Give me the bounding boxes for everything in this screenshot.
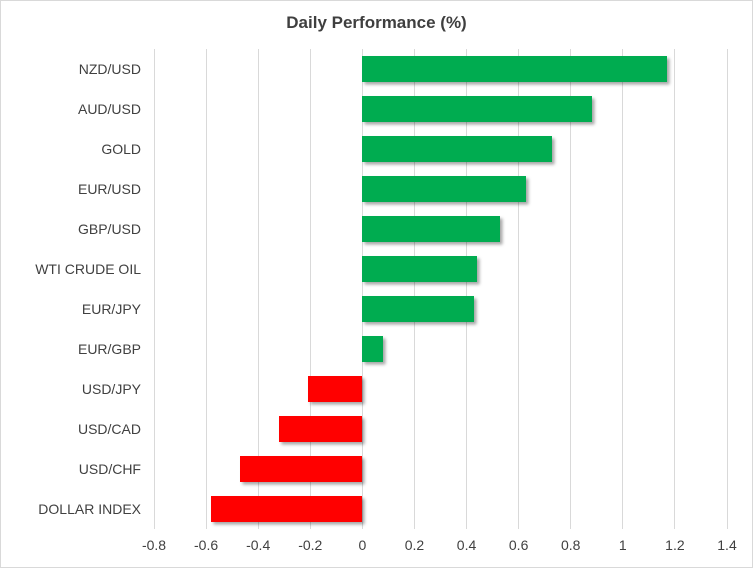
gridline <box>309 49 311 529</box>
x-tick-label: 0.6 <box>508 537 529 553</box>
bar-wti-crude-oil <box>362 256 477 282</box>
category-label: EUR/JPY <box>81 301 141 317</box>
bar-eur-usd <box>362 176 527 202</box>
x-tick-label: 1.2 <box>665 537 685 553</box>
gridline <box>622 49 624 529</box>
bar-gold <box>362 136 553 162</box>
gridline <box>257 49 259 529</box>
gridline <box>518 49 520 529</box>
gridline <box>570 49 572 529</box>
category-label: NZD/USD <box>78 61 141 77</box>
bar-usd-cad <box>279 416 363 442</box>
gridline <box>153 49 155 529</box>
gridline <box>413 49 415 529</box>
bar-usd-jpy <box>307 376 363 402</box>
bar-dollar-index <box>211 496 363 522</box>
category-label: USD/CAD <box>77 421 141 437</box>
x-tick-label: 0.2 <box>404 537 425 553</box>
bar-eur-gbp <box>362 336 384 362</box>
bar-eur-jpy <box>362 296 475 322</box>
bar-usd-chf <box>239 456 363 482</box>
category-label: EUR/GBP <box>77 341 141 357</box>
category-label: AUD/USD <box>77 101 141 117</box>
category-label: WTI CRUDE OIL <box>35 261 141 277</box>
gridline <box>726 49 728 529</box>
plot-area <box>153 49 728 529</box>
x-tick-label: -0.8 <box>141 537 167 553</box>
x-tick-label: -0.6 <box>194 537 219 553</box>
bar-nzd-usd <box>362 56 668 82</box>
bar-gbp-usd <box>362 216 501 242</box>
category-label: USD/JPY <box>81 381 141 397</box>
category-label: GBP/USD <box>77 221 141 237</box>
chart-title: Daily Performance (%) <box>286 13 467 32</box>
x-tick-label: -0.4 <box>246 537 271 553</box>
gridline <box>674 49 676 529</box>
x-tick-label: 0.8 <box>560 537 581 553</box>
x-tick-label: 1 <box>618 537 627 553</box>
category-label: GOLD <box>101 141 141 157</box>
category-label: USD/CHF <box>78 461 141 477</box>
x-axis-tick-labels: -0.8 -0.6 -0.4 -0.2 0 0.2 0.4 0.6 0.8 1 1.2 1.4 <box>1 537 752 559</box>
bar-aud-usd <box>362 96 592 122</box>
y-axis-category-labels: NZD/USD AUD/USD GOLD EUR/USD GBP/USD WTI CRUD… <box>1 49 141 529</box>
x-tick-label: 0 <box>358 537 367 553</box>
category-label: EUR/USD <box>77 181 141 197</box>
x-tick-label: 1.4 <box>717 537 737 553</box>
gridline <box>205 49 207 529</box>
category-label: DOLLAR INDEX <box>38 501 141 517</box>
x-tick-label: 0.4 <box>456 537 477 553</box>
x-tick-label: -0.2 <box>298 537 323 553</box>
gridline <box>361 49 363 529</box>
gridline <box>466 49 468 529</box>
